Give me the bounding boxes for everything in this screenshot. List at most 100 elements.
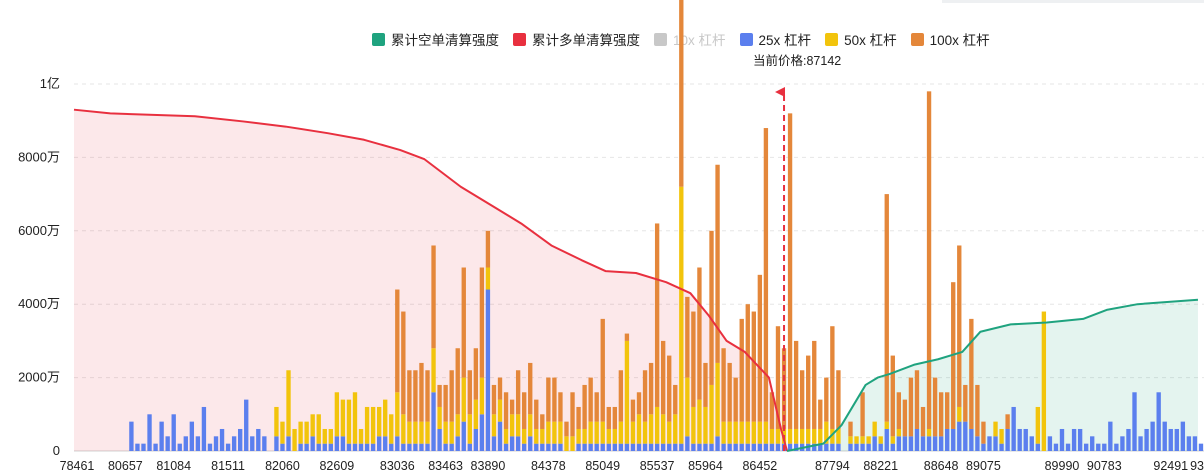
bar-25x [848, 443, 853, 451]
bar-25x [528, 436, 533, 451]
bar-50x [570, 436, 575, 451]
bar-50x [884, 421, 889, 429]
bar-25x [576, 443, 581, 451]
bar-100x [473, 348, 479, 400]
bar-25x [824, 443, 829, 451]
y-tick-label: 8000万 [18, 149, 60, 164]
bar-25x [878, 443, 883, 451]
bar-100x [751, 311, 756, 422]
bar-50x [866, 436, 871, 444]
bar-25x [231, 436, 237, 451]
bar-100x [739, 318, 744, 422]
bar-25x [509, 436, 515, 451]
bar-50x [582, 428, 587, 444]
bar-25x [1090, 436, 1095, 451]
bar-25x [552, 443, 557, 451]
bar-25x [1144, 428, 1149, 451]
bar-25x [491, 436, 497, 451]
bar-100x [703, 362, 708, 407]
legend-item-100x[interactable]: 100x 杠杆 [910, 29, 990, 49]
bar-25x [654, 443, 660, 451]
bar-25x [582, 443, 587, 451]
x-tick-label: 89075 [966, 459, 1001, 473]
bar-25x [890, 443, 895, 451]
bar-25x [945, 428, 950, 451]
bar-100x [546, 377, 551, 422]
bar-25x [395, 436, 400, 451]
bar-100x [654, 223, 660, 407]
bar-25x [304, 443, 309, 451]
bar-100x [509, 399, 515, 415]
bar-50x [703, 406, 708, 444]
bar-25x [594, 443, 599, 451]
bar-50x [660, 414, 666, 444]
bar-100x [540, 414, 545, 429]
bar-100x [624, 333, 630, 341]
bar-50x [993, 421, 998, 437]
bar-25x [1126, 428, 1131, 451]
bar-25x [957, 421, 962, 451]
legend-item-50x[interactable]: 50x 杠杆 [825, 29, 897, 49]
bar-50x [370, 406, 376, 444]
bar-25x [147, 414, 152, 451]
bar-25x [153, 443, 158, 451]
legend-item-10x[interactable]: 10x 杠杆 [654, 29, 726, 49]
bar-100x [491, 384, 497, 415]
legend-label-short: 累计空单清算强度 [391, 33, 499, 48]
legend-label-50x: 50x 杠杆 [844, 33, 897, 48]
bar-50x [310, 414, 315, 437]
x-tick-label: 82060 [265, 459, 300, 473]
bar-50x [691, 406, 696, 444]
y-tick-label: 6000万 [18, 223, 60, 238]
bar-25x [872, 436, 877, 451]
bar-50x [280, 421, 285, 444]
bar-25x [358, 443, 364, 451]
legend-item-short[interactable]: 累计空单清算强度 [372, 29, 499, 49]
bar-50x [485, 267, 491, 290]
long-cumulative-area [74, 109, 788, 451]
bar-100x [558, 392, 563, 422]
y-axis-labels: 0 2000万 4000万 6000万 8000万 1亿 [18, 76, 60, 458]
bar-100x [932, 377, 938, 437]
bar-25x [679, 443, 684, 451]
bar-25x [1011, 406, 1016, 451]
legend-item-long[interactable]: 累计多单清算强度 [513, 29, 640, 49]
bar-100x [757, 274, 763, 422]
bar-50x [461, 377, 466, 422]
x-tick-label: 85049 [585, 459, 620, 473]
bar-50x [576, 428, 581, 444]
bar-25x [606, 443, 611, 451]
bar-25x [201, 406, 207, 451]
legend-label-25x: 25x 杠杆 [758, 33, 812, 48]
legend-swatch-long [513, 32, 526, 46]
bar-100x [630, 399, 636, 422]
bar-50x [878, 436, 883, 444]
bar-25x [1108, 421, 1113, 451]
bar-25x [316, 443, 321, 451]
bar-25x [969, 428, 974, 451]
bar-100x [485, 230, 491, 268]
bar-50x [667, 421, 672, 444]
bar-25x [818, 443, 823, 451]
legend-item-25x[interactable]: 25x 杠杆 [739, 29, 812, 49]
bar-100x [763, 128, 769, 422]
bar-25x [588, 443, 593, 451]
bar-100x [431, 245, 436, 349]
bar-25x [1120, 436, 1125, 451]
x-tick-label: 81084 [156, 459, 191, 473]
bar-25x [981, 443, 986, 451]
bar-50x [509, 414, 515, 437]
bar-50x [824, 421, 829, 444]
x-tick-label: 83036 [380, 459, 415, 473]
bar-100x [836, 370, 841, 429]
bar-25x [1065, 443, 1071, 451]
short-cumulative-line [786, 298, 1199, 452]
legend-label-100x: 100x 杠杆 [929, 33, 990, 48]
bar-100x [413, 370, 418, 422]
bar-100x [582, 384, 587, 429]
bar-25x [685, 436, 690, 451]
bar-50x [745, 421, 750, 444]
bar-100x [419, 362, 424, 422]
bar-100x [576, 406, 581, 429]
